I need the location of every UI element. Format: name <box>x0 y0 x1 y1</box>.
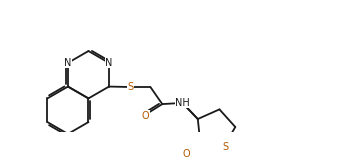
Text: O: O <box>183 149 190 158</box>
Text: S: S <box>127 82 133 92</box>
Text: O: O <box>141 111 149 121</box>
Text: S: S <box>223 143 229 152</box>
Text: N: N <box>105 58 113 68</box>
Text: NH: NH <box>175 98 190 108</box>
Text: N: N <box>64 58 72 68</box>
